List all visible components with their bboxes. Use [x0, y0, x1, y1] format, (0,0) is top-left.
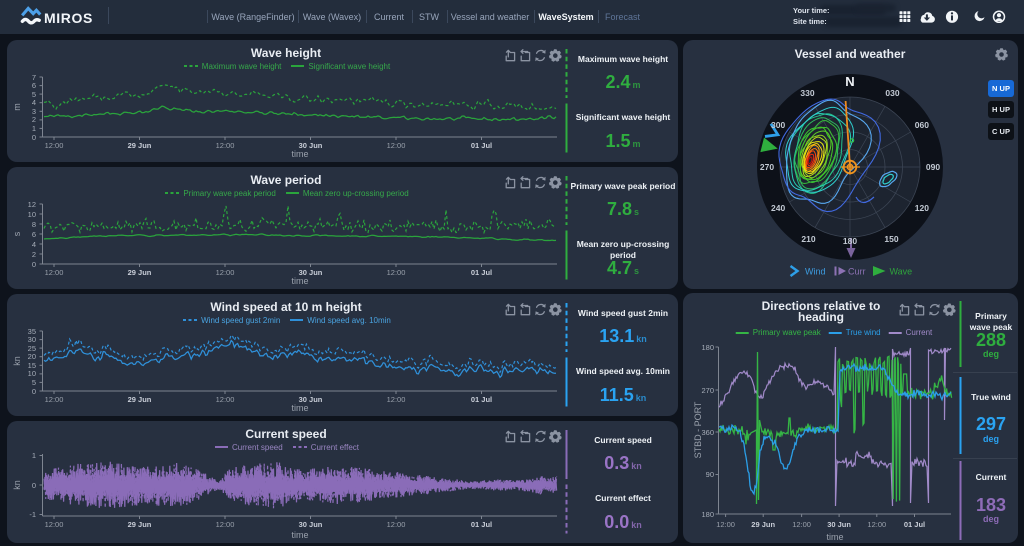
svg-text:Wave: Wave	[890, 266, 913, 276]
svg-text:Wind: Wind	[805, 266, 826, 276]
svg-text:Curr: Curr	[848, 266, 866, 276]
